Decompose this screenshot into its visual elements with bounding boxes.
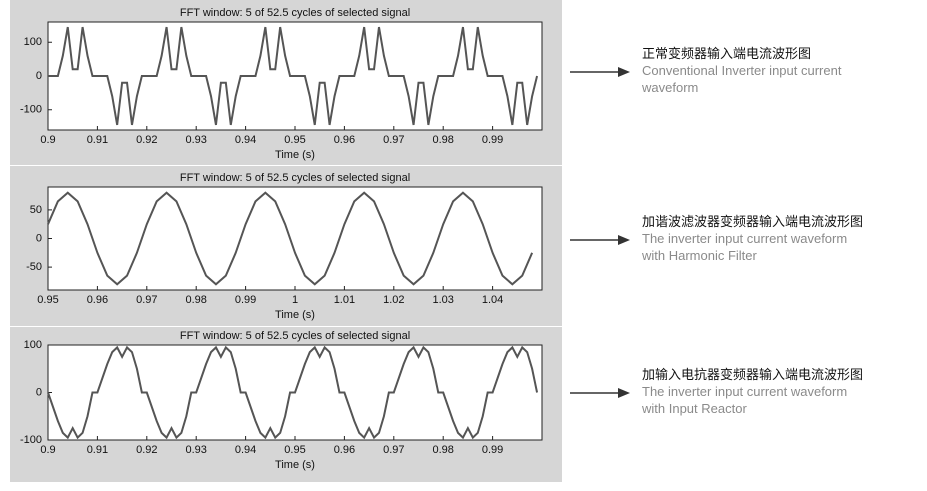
x-tick-label: 0.98: [185, 294, 206, 306]
arrow-head: [618, 235, 630, 245]
chart-title: FFT window: 5 of 52.5 cycles of selected…: [180, 7, 410, 19]
annotation-text: The inverter input current waveform: [642, 231, 848, 246]
arrow-head: [618, 388, 630, 398]
x-tick-label: 0.97: [136, 294, 157, 306]
x-tick-label: 0.98: [432, 444, 453, 456]
x-tick-label: 0.97: [383, 444, 404, 456]
x-tick-label: 0.96: [87, 294, 108, 306]
x-tick-label: 0.91: [87, 444, 108, 456]
x-tick-label: 0.95: [37, 294, 58, 306]
x-tick-label: 0.92: [136, 134, 157, 146]
x-tick-label: 1.03: [432, 294, 453, 306]
x-tick-label: 0.96: [334, 444, 355, 456]
x-tick-label: 1: [292, 294, 298, 306]
y-tick-label: 0: [36, 232, 42, 244]
x-tick-label: 0.98: [432, 134, 453, 146]
arrow-head: [618, 67, 630, 77]
x-tick-label: 0.99: [235, 294, 256, 306]
annotation-title: 加输入电抗器变频器输入端电流波形图: [642, 367, 864, 382]
annotation-text: waveform: [642, 80, 699, 95]
x-tick-label: 0.94: [235, 444, 256, 456]
annotation-text: with Harmonic Filter: [642, 248, 757, 263]
y-tick-label: 100: [24, 339, 42, 351]
x-tick-label: 0.96: [334, 134, 355, 146]
x-tick-label: 0.94: [235, 134, 256, 146]
x-tick-label: 0.93: [185, 134, 206, 146]
y-tick-label: -100: [20, 104, 42, 116]
waveform: [48, 26, 539, 126]
x-tick-label: 1.01: [334, 294, 355, 306]
x-tick-label: 0.9: [40, 134, 55, 146]
x-tick-label: 1.02: [383, 294, 404, 306]
x-tick-label: 0.9: [40, 444, 55, 456]
annotation-text: The inverter input current waveform: [642, 384, 848, 399]
y-tick-label: -50: [26, 261, 42, 273]
annotation-title: 正常变频器输入端电流波形图: [642, 46, 812, 61]
chart-title: FFT window: 5 of 52.5 cycles of selected…: [180, 172, 410, 184]
x-tick-label: 0.97: [383, 134, 404, 146]
annotation-text: Conventional Inverter input current: [642, 63, 842, 78]
x-tick-label: 0.91: [87, 134, 108, 146]
x-tick-label: 0.95: [284, 134, 305, 146]
x-axis-label: Time (s): [275, 309, 315, 321]
y-tick-label: 50: [30, 204, 42, 216]
waveform: [47, 345, 539, 440]
x-tick-label: 0.99: [482, 444, 503, 456]
annotation: 加输入电抗器变频器输入端电流波形图 The inverter input curr…: [642, 366, 863, 417]
x-tick-label: 0.95: [284, 444, 305, 456]
y-tick-label: -100: [20, 434, 42, 446]
x-tick-label: 1.04: [482, 294, 503, 306]
plot-area: [47, 186, 543, 291]
x-tick-label: 0.92: [136, 444, 157, 456]
x-tick-label: 0.93: [185, 444, 206, 456]
x-axis-label: Time (s): [275, 149, 315, 161]
annotation: 加谐波滤波器变频器输入端电流波形图 The inverter input curr…: [642, 213, 863, 264]
annotation: 正常变频器输入端电流波形图 Conventional Inverter input…: [642, 45, 841, 96]
x-tick-label: 0.99: [482, 134, 503, 146]
x-axis-label: Time (s): [275, 459, 315, 471]
y-tick-label: 100: [24, 36, 42, 48]
y-tick-label: 0: [36, 386, 42, 398]
annotation-title: 加谐波滤波器变频器输入端电流波形图: [642, 214, 864, 229]
waveform: [47, 191, 534, 286]
chart-title: FFT window: 5 of 52.5 cycles of selected…: [180, 330, 410, 342]
y-tick-label: 0: [36, 70, 42, 82]
annotation-text: with Input Reactor: [642, 401, 747, 416]
